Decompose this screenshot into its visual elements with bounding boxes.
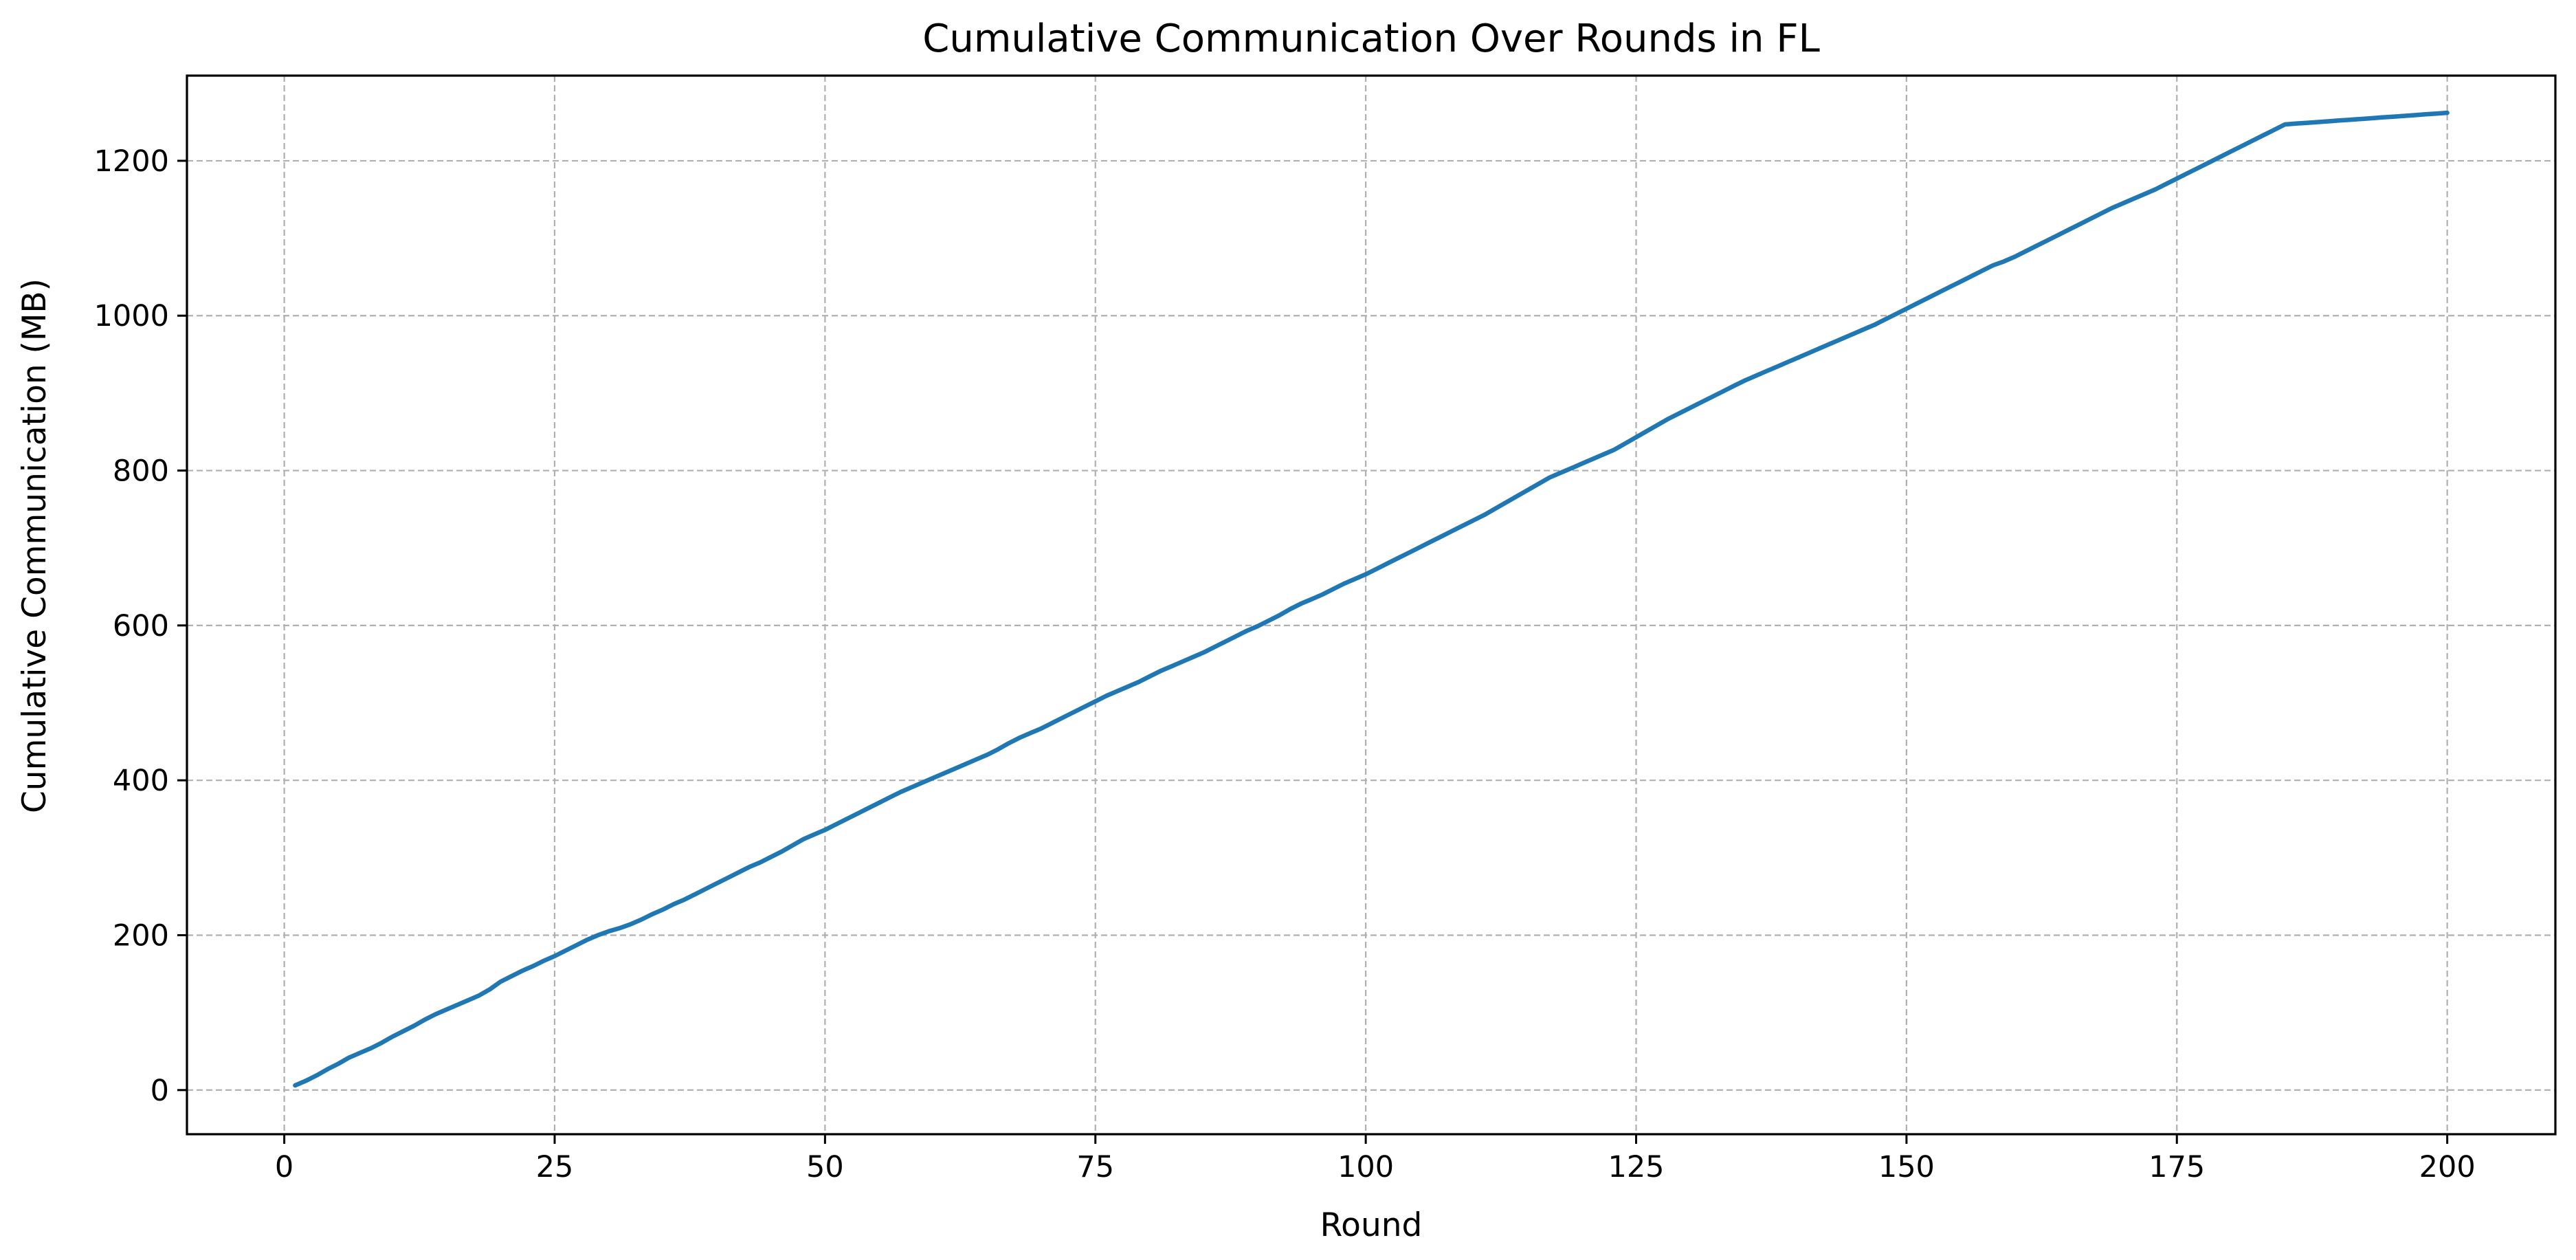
- x-axis-label: Round: [1320, 1206, 1423, 1244]
- x-tick-label: 150: [1878, 1150, 1935, 1184]
- x-tick-label: 100: [1337, 1150, 1394, 1184]
- ticks: 0 25 50 75 100 125 150 175 200 0 200 400 600 800 1000 1…: [94, 144, 2476, 1184]
- x-tick-label: 75: [1076, 1150, 1114, 1184]
- series-line-0: [293, 110, 2450, 1088]
- y-tick-label: 800: [113, 454, 169, 489]
- y-axis-label: Cumulative Communication (MB): [16, 278, 54, 813]
- y-tick-label: 0: [151, 1074, 169, 1108]
- x-tick-label: 200: [2419, 1150, 2476, 1184]
- plot-frame: [186, 74, 2557, 1136]
- x-tick-label: 25: [536, 1150, 574, 1184]
- y-tick-label: 600: [113, 609, 169, 643]
- chart-title: Cumulative Communication Over Rounds in …: [922, 16, 1820, 61]
- x-tick-label: 175: [2148, 1150, 2205, 1184]
- x-tick-label: 0: [275, 1150, 293, 1184]
- x-tick-label: 50: [806, 1150, 844, 1184]
- y-tick-label: 1200: [94, 144, 169, 179]
- grid: [187, 76, 2555, 1134]
- y-tick-label: 1000: [94, 299, 169, 333]
- y-tick-label: 200: [113, 918, 169, 953]
- x-tick-label: 125: [1608, 1150, 1664, 1184]
- y-tick-label: 400: [113, 764, 169, 798]
- series-layer: [293, 110, 2450, 1088]
